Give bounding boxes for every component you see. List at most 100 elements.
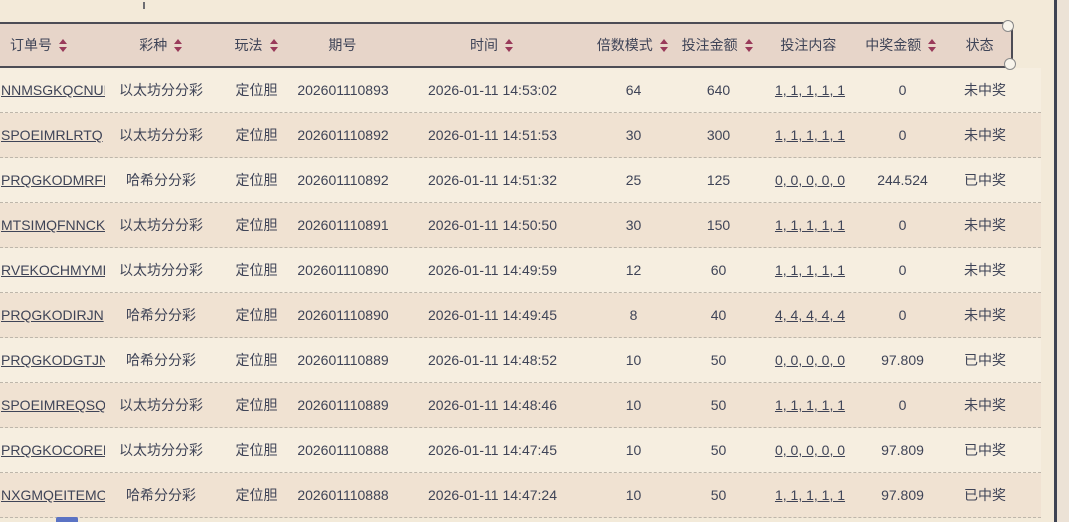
win-amount-cell: 97.809 — [881, 442, 924, 458]
order-number-link[interactable]: PRQGKODIRJN — [1, 307, 104, 323]
sort-arrows-icon[interactable] — [659, 38, 668, 52]
column-header-label: 投注金额 — [681, 37, 738, 53]
status-cell: 已中奖 — [964, 487, 1006, 503]
bet-content-cell: 1, 1, 1, 1, 1 — [765, 473, 855, 517]
pagination-active-page-partial[interactable] — [56, 517, 78, 522]
order-number-link[interactable]: MTSIMQFNNCK — [1, 217, 105, 233]
lottery-type-cell: 以太坊分分彩 — [119, 262, 203, 278]
play-type-cell: 定位胆 — [235, 172, 278, 188]
column-header-order_no[interactable]: 订单号 — [0, 24, 105, 66]
order-number-link[interactable]: SPOEIMRLRTQ — [1, 127, 103, 143]
order-number-link[interactable]: PRQGKODMRFN — [1, 172, 105, 188]
bet-content-link[interactable]: 0, 0, 0, 0, 0 — [774, 172, 846, 188]
win-amount-cell: 97.809 — [881, 352, 924, 368]
order-number-cell: RVEKOCHMYMP — [0, 248, 105, 292]
bet-content-link[interactable]: 4, 4, 4, 4, 4 — [774, 307, 846, 323]
order-number-cell: PRQGKODIRJN — [0, 293, 105, 337]
bet-content-link[interactable]: 1, 1, 1, 1, 1 — [774, 127, 846, 143]
period-number-cell: 202601110888 — [297, 442, 389, 458]
order-number-link[interactable]: RVEKOCHMYMP — [1, 262, 105, 278]
bet-amount-cell: 40 — [710, 307, 727, 323]
order-number-link[interactable]: PRQGKODGTJN — [1, 352, 105, 368]
lottery-type-cell: 以太坊分分彩 — [119, 442, 203, 458]
time-cell: 2026-01-11 14:48:52 — [428, 352, 557, 368]
column-header-status: 状态 — [948, 24, 1011, 66]
table-row: PRQGKODGTJN 哈希分分彩 定位胆 202601110889 2026-… — [0, 338, 1041, 383]
time-cell: 2026-01-11 14:48:46 — [428, 397, 557, 413]
status-cell: 已中奖 — [964, 352, 1006, 368]
column-header-label: 倍数模式 — [596, 37, 653, 53]
win-amount-cell: 0 — [898, 397, 907, 413]
multiplier-mode-cell: 12 — [625, 262, 642, 278]
table-row: RVEKOCHMYMP 以太坊分分彩 定位胆 202601110890 2026… — [0, 248, 1041, 293]
time-cell: 2026-01-11 14:50:50 — [428, 217, 557, 233]
lottery-type-cell: 以太坊分分彩 — [119, 127, 203, 143]
bet-content-link[interactable]: 1, 1, 1, 1, 1 — [774, 217, 846, 233]
period-number-cell: 202601110890 — [297, 307, 389, 323]
column-header-label: 彩种 — [139, 37, 168, 53]
status-cell: 未中奖 — [964, 307, 1006, 323]
lottery-type-cell: 哈希分分彩 — [126, 352, 196, 368]
bet-content-link[interactable]: 1, 1, 1, 1, 1 — [774, 82, 846, 98]
win-amount-cell: 0 — [898, 307, 907, 323]
lottery-type-cell: 哈希分分彩 — [126, 307, 196, 323]
column-header-time[interactable]: 时间 — [389, 24, 594, 66]
win-amount-cell: 244.524 — [877, 172, 928, 188]
order-number-link[interactable]: NXGMQEITEMO — [1, 487, 105, 503]
play-type-cell: 定位胆 — [235, 262, 278, 278]
lottery-type-cell: 哈希分分彩 — [126, 172, 196, 188]
play-type-cell: 定位胆 — [235, 307, 278, 323]
order-number-cell: MTSIMQFNNCK — [0, 203, 105, 247]
table-row: PRQGKODMRFN 哈希分分彩 定位胆 202601110892 2026-… — [0, 158, 1041, 203]
selection-handle-top-right[interactable] — [1002, 20, 1014, 32]
column-header-multiplier[interactable]: 倍数模式 — [594, 24, 671, 66]
bet-content-link[interactable]: 1, 1, 1, 1, 1 — [774, 397, 846, 413]
selection-handle-bottom-right[interactable] — [1004, 58, 1016, 70]
period-number-cell: 202601110892 — [297, 172, 389, 188]
bet-content-link[interactable]: 0, 0, 0, 0, 0 — [774, 442, 846, 458]
period-number-cell: 202601110891 — [297, 217, 389, 233]
bet-content-cell: 0, 0, 0, 0, 0 — [765, 158, 855, 202]
column-header-label: 中奖金额 — [865, 37, 922, 53]
bet-amount-cell: 125 — [706, 172, 731, 188]
bet-amount-cell: 50 — [710, 397, 727, 413]
status-cell: 未中奖 — [964, 82, 1006, 98]
column-header-win_amount[interactable]: 中奖金额 — [853, 24, 948, 66]
column-header-lottery[interactable]: 彩种 — [105, 24, 217, 66]
column-header-bet_amount[interactable]: 投注金额 — [671, 24, 764, 66]
time-cell: 2026-01-11 14:53:02 — [428, 82, 557, 98]
time-cell: 2026-01-11 14:51:53 — [428, 127, 557, 143]
lottery-type-cell: 以太坊分分彩 — [119, 82, 203, 98]
multiplier-mode-cell: 10 — [625, 487, 642, 503]
sort-arrows-icon[interactable] — [928, 38, 937, 52]
sort-arrows-icon[interactable] — [269, 38, 278, 52]
table-row: PRQGKODIRJN 哈希分分彩 定位胆 202601110890 2026-… — [0, 293, 1041, 338]
table-row: SPOEIMREQSQ 以太坊分分彩 定位胆 202601110889 2026… — [0, 383, 1041, 428]
bet-content-cell: 1, 1, 1, 1, 1 — [765, 113, 855, 157]
table-body: NNMSGKQCNUL 以太坊分分彩 定位胆 202601110893 2026… — [0, 68, 1041, 518]
order-number-link[interactable]: NNMSGKQCNUL — [1, 82, 105, 98]
play-type-cell: 定位胆 — [235, 397, 278, 413]
sort-arrows-icon[interactable] — [59, 38, 67, 52]
multiplier-mode-cell: 30 — [625, 127, 642, 143]
sort-arrows-icon[interactable] — [174, 38, 183, 52]
order-number-link[interactable]: SPOEIMREQSQ — [1, 397, 105, 413]
bet-content-link[interactable]: 0, 0, 0, 0, 0 — [774, 352, 846, 368]
outer-gutter[interactable] — [1057, 0, 1069, 522]
column-header-play[interactable]: 玩法 — [217, 24, 296, 66]
column-header-label: 玩法 — [234, 37, 263, 53]
multiplier-mode-cell: 64 — [625, 82, 642, 98]
play-type-cell: 定位胆 — [235, 217, 278, 233]
sort-arrows-icon[interactable] — [505, 38, 514, 52]
order-number-cell: PRQGKODGTJN — [0, 338, 105, 382]
bet-content-cell: 1, 1, 1, 1, 1 — [765, 203, 855, 247]
bet-amount-cell: 640 — [706, 82, 731, 98]
column-header-bet_content: 投注内容 — [764, 24, 854, 66]
bet-content-link[interactable]: 1, 1, 1, 1, 1 — [774, 487, 846, 503]
column-header-label: 期号 — [328, 37, 357, 53]
bet-content-link[interactable]: 1, 1, 1, 1, 1 — [774, 262, 846, 278]
bet-amount-cell: 50 — [710, 487, 727, 503]
sort-arrows-icon[interactable] — [744, 38, 753, 52]
order-number-cell: NXGMQEITEMO — [0, 473, 105, 517]
order-number-link[interactable]: PRQGKOCOREN — [1, 442, 105, 458]
